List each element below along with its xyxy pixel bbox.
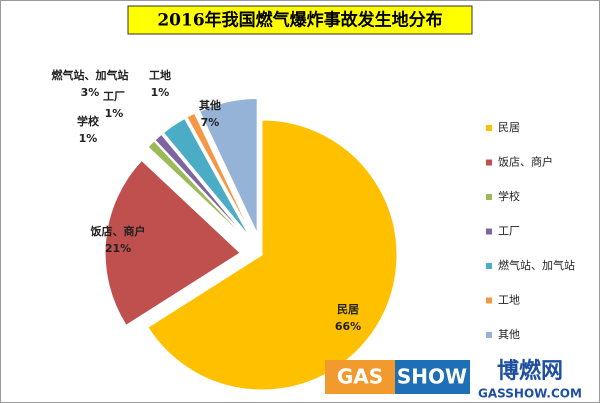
legend-label: 其他 xyxy=(498,328,520,341)
legend-label: 工地 xyxy=(498,294,520,307)
chart-title: 2016年我国燃气爆炸事故发生地分布 xyxy=(157,10,442,31)
watermark-text: GAS xyxy=(337,365,383,389)
legend-swatch xyxy=(486,332,492,338)
legend-label: 燃气站、加气站 xyxy=(498,258,575,272)
slice-label: 工地 xyxy=(149,68,171,82)
legend-swatch xyxy=(486,125,492,131)
slice-value: 1% xyxy=(79,132,98,145)
legend-swatch xyxy=(486,159,492,166)
watermark-text: SHOW xyxy=(397,365,467,389)
watermark: GAS SHOW 博燃网 GASSHOW.COM xyxy=(325,358,582,401)
pie-slice xyxy=(162,117,251,238)
slice-value: 3% xyxy=(81,86,100,99)
legend-swatch xyxy=(486,228,492,235)
slice-label: 其他 xyxy=(199,98,221,112)
slice-label: 饭店、商户 xyxy=(90,224,146,238)
pie-slice xyxy=(147,119,398,391)
watermark-text: GASSHOW.COM xyxy=(478,387,582,401)
slice-value: 21% xyxy=(105,242,131,255)
watermark-bg xyxy=(395,360,470,394)
watermark-text: 博燃网 xyxy=(497,358,563,384)
legend-swatch xyxy=(486,194,492,200)
legend-swatch xyxy=(486,297,492,304)
pie-slice xyxy=(154,133,248,239)
legend-label: 工厂 xyxy=(498,225,520,238)
watermark-bg xyxy=(325,360,395,394)
legend-label: 学校 xyxy=(498,189,520,203)
slice-label: 学校 xyxy=(77,114,100,128)
slice-value: 1% xyxy=(151,86,170,99)
slice-label: 工厂 xyxy=(103,90,125,103)
slice-label: 燃气站、加气站 xyxy=(51,68,129,82)
slice-label: 民居 xyxy=(337,303,359,316)
pie-slice xyxy=(147,140,247,240)
slice-value: 7% xyxy=(201,116,220,129)
legend-label: 饭店、商户 xyxy=(498,155,553,169)
legend-swatch xyxy=(486,263,492,269)
legend-label: 民居 xyxy=(498,121,520,134)
pie-slice xyxy=(104,159,241,326)
pie-slice xyxy=(186,112,253,236)
slice-value: 1% xyxy=(105,107,124,120)
title-box xyxy=(127,5,473,35)
pie-slice xyxy=(199,98,258,234)
slice-value: 66% xyxy=(335,320,361,333)
